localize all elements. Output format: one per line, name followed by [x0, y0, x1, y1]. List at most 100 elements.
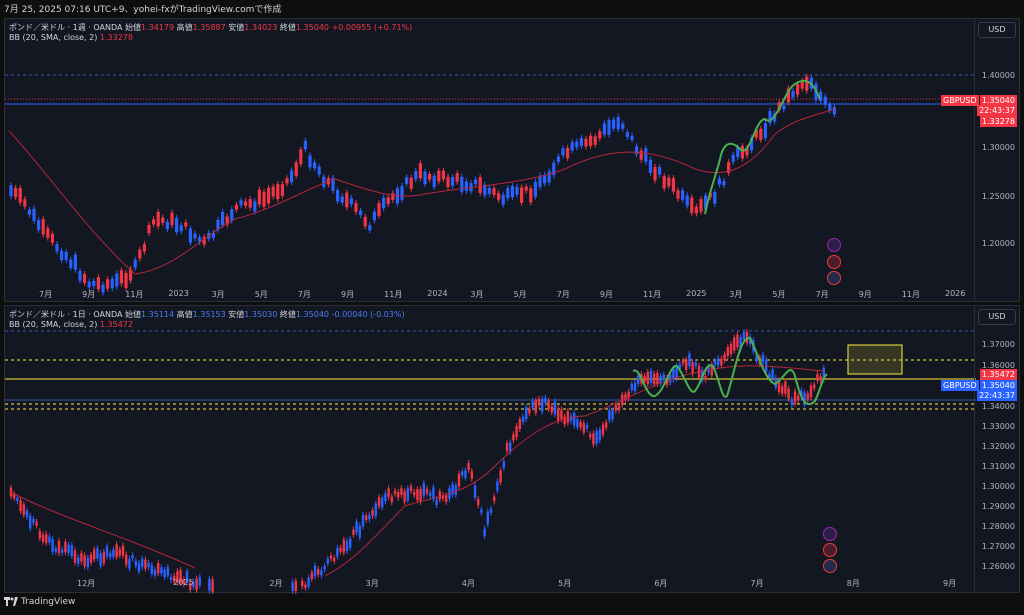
candle-body: [61, 549, 64, 553]
candle-body: [37, 220, 41, 230]
event-flag-icon[interactable]: [827, 255, 841, 269]
candle-body: [510, 185, 514, 198]
candle-body: [506, 188, 510, 198]
candle-body: [45, 533, 48, 543]
candle-body: [377, 497, 381, 507]
candle-body: [400, 186, 404, 200]
candle-body: [169, 576, 173, 581]
candle-body: [253, 201, 257, 212]
candle-body: [720, 358, 723, 366]
candle-body: [349, 198, 353, 205]
daily-currency-button[interactable]: USD: [978, 309, 1016, 325]
us-flag-icon[interactable]: [827, 271, 841, 285]
daily-ticker-tag: GBPUSD: [941, 380, 979, 391]
candle-body: [602, 123, 606, 135]
us-flag-icon[interactable]: [823, 559, 837, 573]
candle-body: [308, 155, 312, 168]
candle-body: [579, 137, 583, 146]
daily-plot-area[interactable]: [5, 306, 976, 594]
candle-body: [672, 368, 675, 380]
candle-body: [515, 187, 519, 195]
lightning-icon[interactable]: [823, 527, 837, 541]
wave-drawing: [704, 79, 821, 215]
candle-body: [156, 211, 160, 227]
time-label: 7月: [297, 290, 311, 299]
candle-body: [382, 197, 386, 209]
candle-body: [543, 174, 547, 184]
daily-low-label: 安値: [228, 310, 245, 319]
candle-body: [331, 177, 335, 191]
candle-body: [285, 178, 289, 184]
candle-body: [784, 381, 787, 394]
lightning-icon[interactable]: [827, 238, 841, 252]
candle-body: [805, 76, 809, 91]
candle-body: [658, 167, 662, 175]
candle-body: [607, 120, 611, 135]
candle-body: [477, 498, 480, 506]
candle-body: [406, 488, 409, 501]
candle-body: [601, 424, 605, 435]
candle-body: [671, 178, 675, 192]
candle-body: [768, 373, 771, 379]
candle-body: [537, 398, 541, 406]
candle-body: [579, 422, 582, 428]
candle-body: [13, 493, 16, 499]
candle-body: [441, 494, 445, 499]
candle-body: [694, 206, 698, 214]
candle-body: [598, 429, 601, 441]
candle-body: [234, 204, 238, 210]
weekly-chart-pane[interactable]: ポンド／米ドル · 1週 · OANDA 始値1.34179 高値1.35887…: [4, 18, 1020, 302]
candle-body: [188, 228, 192, 243]
candle-body: [625, 132, 629, 137]
candle-body: [694, 362, 697, 366]
candle-body: [80, 553, 83, 562]
candle-body: [413, 492, 416, 496]
time-label: 2023: [168, 289, 189, 298]
candle-body: [405, 177, 409, 184]
candle-body: [179, 225, 183, 232]
candle-body: [649, 370, 653, 384]
candle-body: [742, 332, 745, 340]
candle-body: [419, 489, 422, 502]
time-label: 7月: [556, 290, 570, 299]
candle-body: [198, 237, 202, 242]
weekly-price-axis[interactable]: USD 1.40000 1.30000 1.25000 1.20000 1.35…: [974, 19, 1019, 301]
candle-body: [189, 582, 192, 590]
daily-countdown-tag: 22:43:37: [977, 390, 1017, 401]
time-label: 7月: [750, 579, 764, 588]
candle-body: [50, 233, 54, 243]
candle-body: [118, 549, 121, 556]
weekly-high: 1.35887: [192, 23, 226, 32]
daily-chart-pane[interactable]: ポンド／米ドル · 1日 · OANDA 始値1.35114 高値1.35153…: [4, 305, 1020, 594]
candle-body: [560, 409, 563, 420]
candle-body: [83, 555, 86, 567]
candle-body: [160, 567, 163, 574]
candle-body: [138, 249, 142, 259]
weekly-plot-area[interactable]: [5, 19, 976, 301]
weekly-currency-button[interactable]: USD: [978, 22, 1016, 38]
candle-body: [409, 177, 413, 189]
candle-body: [538, 175, 542, 187]
candle-body: [736, 334, 739, 348]
daily-price-axis[interactable]: USD 1.37000 1.36000 1.34000 1.33000 1.32…: [974, 306, 1019, 592]
candle-body: [125, 554, 128, 565]
candle-body: [722, 181, 726, 186]
candle-body: [35, 521, 38, 526]
daily-open-label: 始値: [125, 310, 141, 319]
candle-body: [803, 392, 806, 405]
daily-high: 1.35153: [192, 310, 226, 319]
event-flag-icon[interactable]: [823, 543, 837, 557]
weekly-bb-label: BB (20, SMA, close, 2): [9, 33, 98, 42]
candle-body: [46, 228, 50, 238]
candle-body: [646, 371, 649, 385]
candle-body: [41, 534, 45, 542]
candle-body: [64, 251, 68, 260]
candle-body: [635, 146, 639, 155]
candle-body: [101, 284, 105, 293]
candle-body: [717, 178, 721, 185]
candle-body: [22, 504, 25, 515]
candle-body: [202, 236, 206, 245]
time-label: 11月: [125, 290, 144, 299]
candle-body: [225, 216, 229, 225]
candle-body: [198, 576, 201, 586]
